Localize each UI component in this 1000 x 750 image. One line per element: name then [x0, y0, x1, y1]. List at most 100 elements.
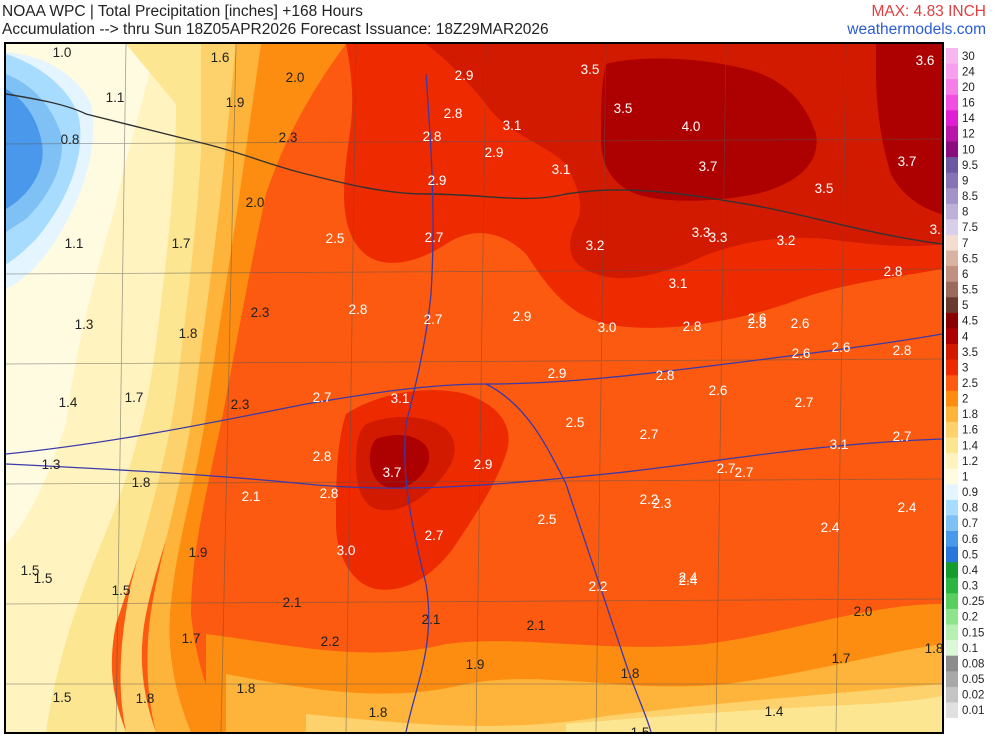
precip-value: 1.1	[106, 90, 125, 105]
legend-label: 8	[962, 207, 968, 219]
precip-value: 1.1	[65, 236, 84, 251]
legend-swatch	[946, 266, 958, 283]
precip-value: 2.6	[791, 316, 810, 331]
legend-swatch	[946, 655, 958, 672]
legend-swatch	[946, 624, 958, 641]
precip-value: 1.3	[75, 317, 94, 332]
precip-value: 2.8	[748, 316, 767, 331]
precip-value: 1.4	[765, 704, 784, 719]
precip-value: 2.9	[428, 173, 447, 188]
precip-value: 3.7	[699, 159, 718, 174]
precip-value: 3.1	[669, 276, 688, 291]
max-value-label: MAX: 4.83 INCH	[871, 3, 986, 20]
legend-swatch	[946, 110, 958, 127]
legend-swatch	[946, 281, 958, 298]
precip-value: 1.0	[53, 45, 72, 60]
precip-value: 2.1	[242, 489, 261, 504]
legend-label: 1.6	[962, 425, 978, 437]
legend-label: 8.5	[962, 191, 978, 203]
precip-value: 1.7	[125, 390, 144, 405]
legend-swatch	[946, 344, 958, 361]
precip-value: 3.7	[898, 154, 917, 169]
precip-value: 2.8	[320, 486, 339, 501]
precip-value: 3.5	[614, 101, 633, 116]
precip-value: 2.7	[735, 465, 754, 480]
legend-label: 30	[962, 51, 975, 63]
precip-value: 2.4	[821, 520, 840, 535]
legend-swatch	[946, 593, 958, 610]
legend-label: 7.5	[962, 222, 978, 234]
precip-value: 1.8	[136, 691, 155, 706]
legend-swatch	[946, 577, 958, 594]
precip-value: 2.3	[251, 305, 270, 320]
precip-value: 2.7	[313, 390, 332, 405]
precip-value: 2.6	[709, 383, 728, 398]
precip-value: 3.3	[709, 230, 728, 245]
precip-value: 2.7	[640, 427, 659, 442]
precip-value: 1.7	[182, 631, 201, 646]
legend-swatch	[946, 188, 958, 205]
legend-label: 2	[962, 394, 968, 406]
contour-4.0b	[876, 44, 942, 214]
legend-swatch	[946, 702, 958, 718]
precip-value: 2.1	[422, 612, 441, 627]
precip-value: 1.8	[621, 666, 640, 681]
contour-4.0c	[369, 434, 430, 489]
legend-swatch	[946, 608, 958, 626]
legend-swatch	[946, 671, 958, 688]
interstate-highways	[6, 73, 942, 732]
precip-value: 1.9	[466, 657, 485, 672]
legend-label: 1.4	[962, 440, 979, 452]
site-link[interactable]: weathermodels.com	[847, 21, 986, 38]
legend-label: 0.01	[962, 705, 984, 717]
legend-label: 14	[962, 113, 975, 125]
precip-value: 2.8	[683, 319, 702, 334]
precip-value: 2.9	[485, 145, 504, 160]
legend-label: 20	[962, 82, 975, 94]
legend-label: 0.7	[962, 518, 978, 530]
legend-label: 0.2	[962, 612, 978, 624]
precip-value: 2.9	[548, 366, 567, 381]
legend-swatch	[946, 125, 958, 142]
precip-value: 3.6	[916, 53, 935, 68]
legend-swatch	[946, 453, 958, 470]
legend-label: 0.8	[962, 503, 978, 515]
precip-value: 2.6	[792, 346, 811, 361]
legend-label: 0.15	[962, 627, 984, 639]
precip-value: 2.0	[854, 604, 873, 619]
precipitation-map[interactable]: 1.0 1.6 2.0 2.9 3.5 3.6 1.1 1.9 2.8 3.5 0.8 2.3 2.8 3…	[4, 42, 944, 734]
precip-value: 1.4	[59, 395, 78, 410]
precip-value: 2.3	[653, 496, 672, 511]
precip-value: 2.4	[679, 573, 698, 588]
precip-value: 2.9	[474, 457, 493, 472]
legend-swatch	[946, 297, 958, 314]
precip-value: 1.5	[53, 690, 72, 705]
precip-value: 3.2	[586, 238, 605, 253]
precip-value: 3.1	[930, 222, 942, 237]
legend-label: 16	[962, 98, 975, 110]
precip-value-labels: 1.0 1.6 2.0 2.9 3.5 3.6 1.1 1.9 2.8 3.5 0.8 2.3 2.8 3…	[21, 45, 942, 732]
contour-0.6	[6, 89, 43, 209]
precip-value: 2.1	[283, 595, 302, 610]
precip-value: 1.8	[179, 326, 198, 341]
legend-swatch	[946, 686, 958, 703]
legend-label: 9.5	[962, 160, 978, 172]
legend-label: 1.2	[962, 456, 978, 468]
precip-value: 1.8	[369, 705, 388, 720]
legend-label: 5	[962, 300, 968, 312]
precip-value: 2.3	[279, 130, 298, 145]
precip-value: 2.7	[717, 461, 736, 476]
precip-value: 0.8	[61, 132, 80, 147]
precip-value: 1.5	[21, 563, 40, 578]
precip-value: 2.2	[640, 492, 659, 507]
precip-value: 3.1	[830, 437, 849, 452]
legend-swatch	[946, 203, 958, 220]
precip-value: 1.5	[112, 583, 131, 598]
precip-value: 1.9	[189, 545, 208, 560]
precip-value: 1.6	[211, 50, 230, 65]
legend-label: 0.6	[962, 534, 978, 546]
precip-value: 1.7	[832, 651, 851, 666]
precip-value: 1.8	[237, 681, 256, 696]
precip-value: 1.9	[226, 95, 245, 110]
legend-swatch	[946, 390, 958, 407]
